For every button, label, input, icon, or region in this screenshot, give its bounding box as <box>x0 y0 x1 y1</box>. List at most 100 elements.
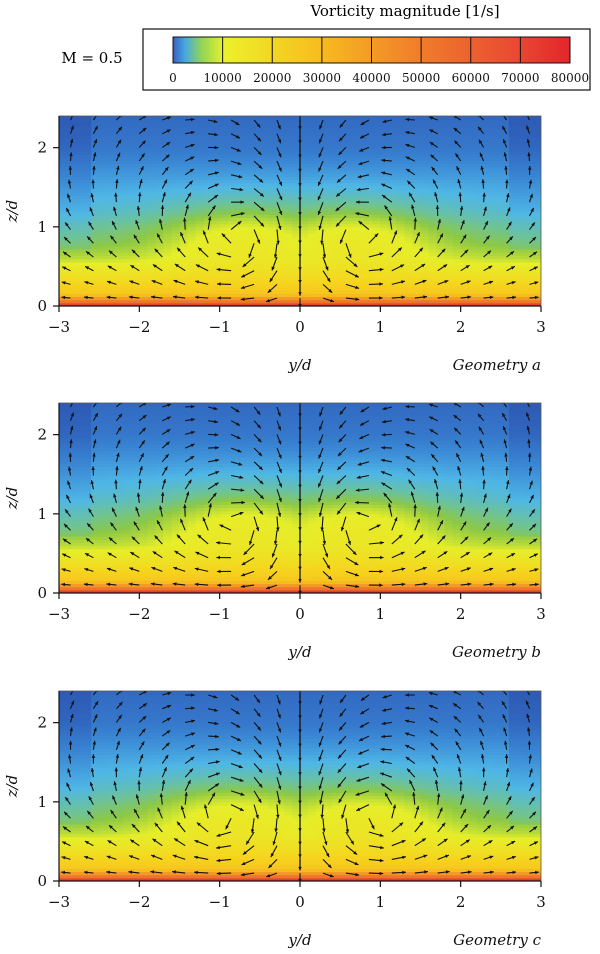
field-cell <box>516 131 526 136</box>
field-cell <box>67 204 76 209</box>
field-cell <box>452 296 462 301</box>
field-cell <box>460 580 470 585</box>
field-cell <box>267 154 277 158</box>
field-cell <box>267 160 277 165</box>
field-cell <box>187 548 197 553</box>
field-cell <box>324 157 333 161</box>
field-cell <box>508 277 518 282</box>
field-cell <box>332 173 341 177</box>
field-cell <box>428 589 438 593</box>
field-cell <box>163 567 173 572</box>
field-cell <box>163 299 173 304</box>
field-cell <box>388 255 397 260</box>
field-cell <box>484 277 494 282</box>
velocity-arrow <box>384 205 393 217</box>
field-cell <box>275 255 285 260</box>
field-cell <box>348 239 357 244</box>
field-cell <box>139 214 148 218</box>
field-cell <box>83 128 92 133</box>
field-cell <box>444 302 454 306</box>
field-cell <box>227 548 237 553</box>
field-cell <box>324 271 333 275</box>
field-cell <box>67 236 76 241</box>
field-cell <box>308 548 317 553</box>
field-cell <box>492 195 502 199</box>
field-cell <box>308 116 317 120</box>
field-cell <box>420 570 430 575</box>
field-cell <box>267 179 277 184</box>
velocity-arrow <box>406 180 416 189</box>
field-cell <box>460 261 470 266</box>
field-cell <box>91 214 100 218</box>
field-cell <box>412 261 422 266</box>
field-cell <box>340 207 349 212</box>
field-cell <box>203 570 213 575</box>
field-cell <box>484 195 494 199</box>
field-cell <box>404 245 414 250</box>
velocity-arrow <box>345 270 360 278</box>
field-cell <box>340 558 349 562</box>
field-cell <box>75 290 84 294</box>
field-cell <box>452 239 462 244</box>
field-cell <box>243 198 253 203</box>
field-cell <box>139 255 148 260</box>
field-cell <box>139 548 148 553</box>
field-cell <box>163 201 173 206</box>
field-cell <box>187 147 197 152</box>
velocity-arrow <box>230 146 241 152</box>
field-cell <box>340 261 349 266</box>
velocity-arrow <box>526 138 531 148</box>
field-cell <box>211 577 221 581</box>
field-cell <box>428 138 438 142</box>
field-cell <box>476 185 486 190</box>
field-cell <box>356 204 365 209</box>
field-cell <box>532 277 541 282</box>
field-cell <box>155 274 165 279</box>
field-cell <box>123 150 132 155</box>
field-cell <box>316 214 325 218</box>
field-cell <box>444 154 454 158</box>
field-cell <box>524 586 534 591</box>
field-cell <box>420 217 430 222</box>
field-cell <box>115 233 124 237</box>
field-cell <box>484 268 494 272</box>
field-cell <box>195 211 205 215</box>
field-cell <box>428 283 438 288</box>
field-cell <box>219 274 229 279</box>
field-cell <box>291 192 301 196</box>
field-cell <box>99 564 108 569</box>
field-cell <box>532 150 541 155</box>
field-cell <box>468 147 478 152</box>
velocity-arrow <box>138 192 142 203</box>
field-cell <box>91 138 100 142</box>
field-cell <box>123 268 132 272</box>
field-cell <box>476 293 486 298</box>
field-cell <box>203 166 213 171</box>
field-cell <box>516 545 526 550</box>
field-cell <box>468 185 478 190</box>
field-cell <box>444 185 454 190</box>
field-cell <box>99 283 108 288</box>
field-cell <box>380 580 389 585</box>
field-cell <box>324 586 333 591</box>
field-cell <box>308 589 317 593</box>
field-cell <box>524 583 534 588</box>
field-cell <box>516 233 526 237</box>
velocity-arrow <box>483 265 493 272</box>
field-cell <box>251 249 261 253</box>
field-cell <box>163 185 173 190</box>
field-cell <box>283 586 293 591</box>
field-cell <box>476 220 486 225</box>
field-cell <box>508 274 518 279</box>
field-cell <box>203 173 213 177</box>
field-cell <box>131 586 140 591</box>
field-cell <box>251 274 261 279</box>
field-cell <box>235 561 245 566</box>
velocity-arrow <box>381 158 392 163</box>
field-cell <box>259 154 269 158</box>
field-cell <box>308 160 317 165</box>
field-cell <box>227 116 237 120</box>
field-cell <box>444 201 454 206</box>
field-cell <box>524 548 534 553</box>
field-cell <box>532 144 541 149</box>
